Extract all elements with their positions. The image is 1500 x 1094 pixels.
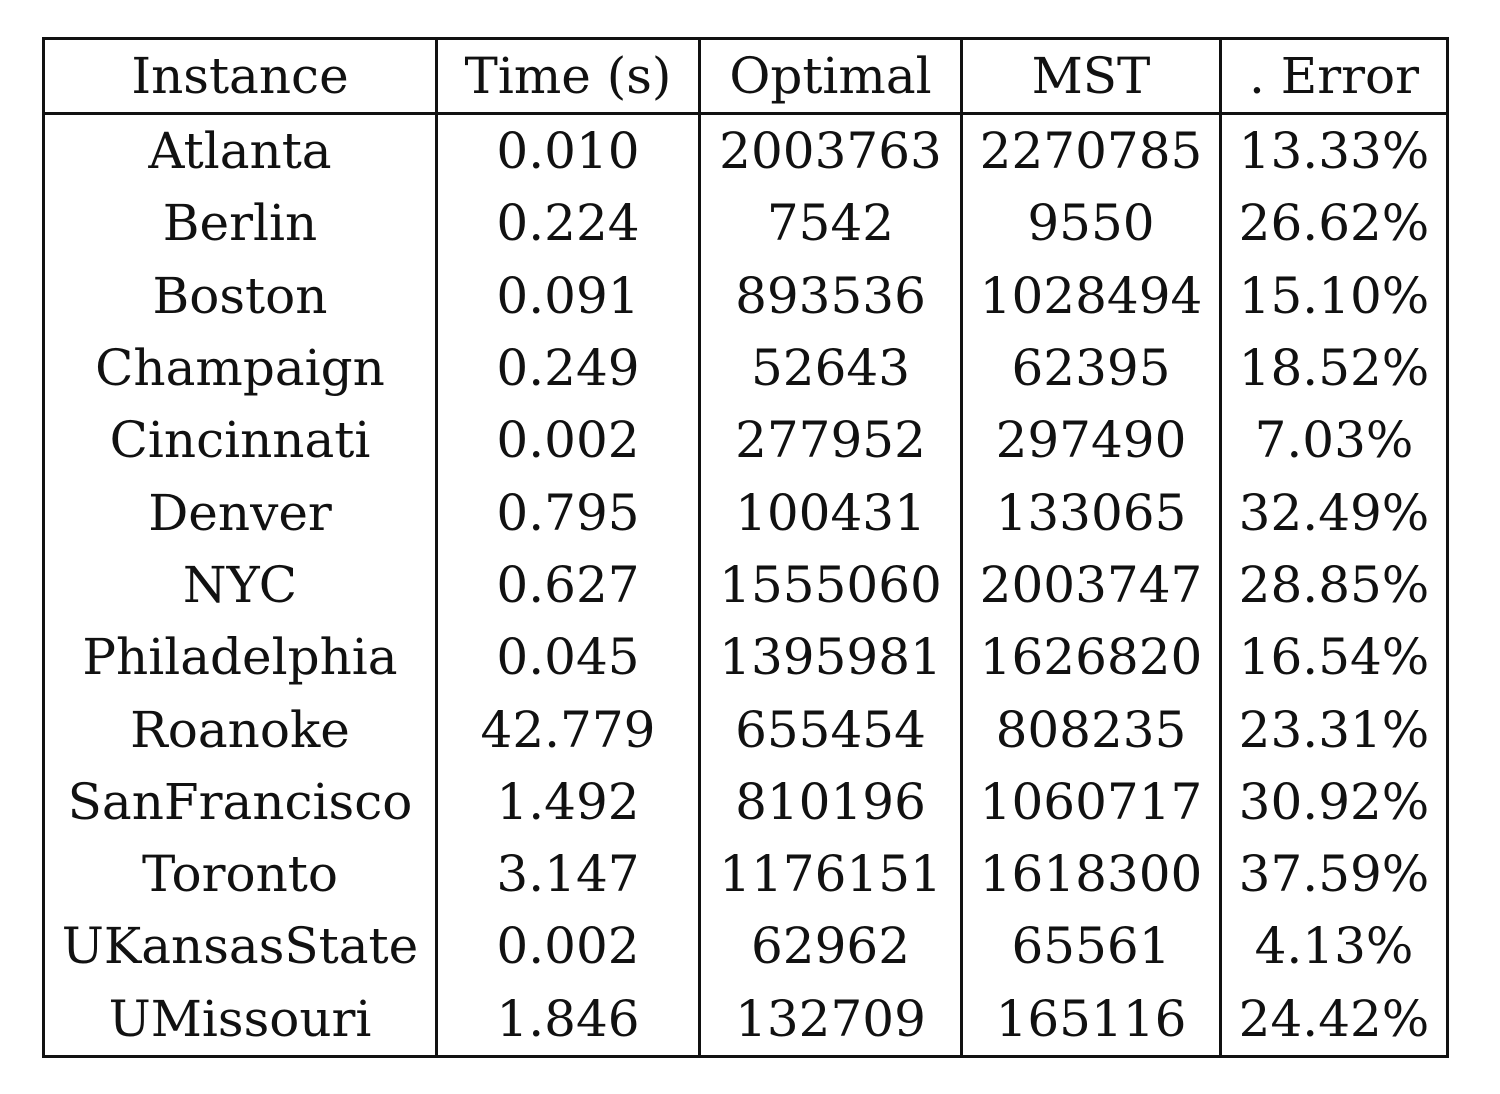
cell-error: 7.03% xyxy=(1219,404,1448,477)
table-header: Instance Time (s) Optimal MST . Error xyxy=(43,38,1448,115)
cell-optimal: 1395981 xyxy=(698,621,962,694)
cell-time: 3.147 xyxy=(435,837,700,911)
cell-error: 30.92% xyxy=(1219,765,1448,838)
cell-mst: 2003747 xyxy=(960,548,1221,622)
table-row: Berlin 0.224 7542 9550 26.62% xyxy=(44,187,1448,260)
cell-mst: 1028494 xyxy=(960,259,1221,332)
cell-instance: Champaign xyxy=(95,339,385,398)
table-row: Boston 0.091 893536 1028494 15.10% xyxy=(44,259,1448,332)
cell-optimal: 52643 xyxy=(698,331,962,405)
cell-mst: 2270785 xyxy=(960,113,1221,188)
cell-time: 0.224 xyxy=(435,187,700,260)
cell-error: 26.62% xyxy=(1219,187,1448,260)
cell-time: 0.045 xyxy=(435,621,700,694)
cell-mst: 165116 xyxy=(960,982,1221,1057)
cell-optimal: 62962 xyxy=(698,910,962,983)
cell-time: 0.091 xyxy=(435,259,700,332)
header-error: . Error xyxy=(1219,38,1448,115)
table-row: Roanoke 42.779 655454 808235 23.31% xyxy=(44,693,1448,766)
cell-instance: Cincinnati xyxy=(109,411,371,470)
cell-error: 23.31% xyxy=(1219,693,1448,766)
cell-error: 13.33% xyxy=(1219,113,1448,188)
cell-instance: SanFrancisco xyxy=(67,772,413,831)
cell-time: 42.779 xyxy=(435,693,700,766)
header-time: Time (s) xyxy=(435,38,700,115)
cell-error: 18.52% xyxy=(1219,331,1448,405)
cell-optimal: 1555060 xyxy=(698,548,962,622)
cell-error: 15.10% xyxy=(1219,259,1448,332)
cell-mst: 65561 xyxy=(960,910,1221,983)
cell-time: 0.249 xyxy=(435,331,700,405)
cell-optimal: 2003763 xyxy=(698,113,962,188)
cell-mst: 297490 xyxy=(960,404,1221,477)
cell-instance: Berlin xyxy=(162,194,318,253)
cell-instance: UMissouri xyxy=(108,989,372,1048)
cell-mst: 1618300 xyxy=(960,837,1221,911)
cell-optimal: 7542 xyxy=(698,187,962,260)
cell-mst: 808235 xyxy=(960,693,1221,766)
cell-instance: UKansasState xyxy=(61,917,419,976)
cell-instance: NYC xyxy=(182,555,298,614)
cell-instance: Toronto xyxy=(142,845,338,904)
cell-mst: 1626820 xyxy=(960,621,1221,694)
cell-optimal: 810196 xyxy=(698,765,962,838)
cell-error: 4.13% xyxy=(1219,910,1448,983)
table-row: Toronto 3.147 1176151 1618300 37.59% xyxy=(44,837,1448,911)
cell-error: 37.59% xyxy=(1219,837,1448,911)
cell-mst: 9550 xyxy=(960,187,1221,260)
cell-instance: Denver xyxy=(148,483,332,542)
table-row: NYC 0.627 1555060 2003747 28.85% xyxy=(44,548,1448,622)
table-row: Cincinnati 0.002 277952 297490 7.03% xyxy=(44,404,1448,477)
cell-error: 32.49% xyxy=(1219,476,1448,549)
cell-time: 0.002 xyxy=(435,910,700,983)
cell-mst: 1060717 xyxy=(960,765,1221,838)
cell-error: 24.42% xyxy=(1219,982,1448,1057)
cell-time: 0.002 xyxy=(435,404,700,477)
cell-optimal: 100431 xyxy=(698,476,962,549)
header-instance: Instance xyxy=(43,38,437,115)
cell-optimal: 1176151 xyxy=(698,837,962,911)
cell-mst: 133065 xyxy=(960,476,1221,549)
cell-time: 0.627 xyxy=(435,548,700,622)
cell-instance: Atlanta xyxy=(148,122,332,181)
header-row: Instance Time (s) Optimal MST . Error xyxy=(43,38,1448,115)
cell-instance: Boston xyxy=(152,266,328,325)
table-row: UKansasState 0.002 62962 65561 4.13% xyxy=(44,910,1448,983)
cell-time: 0.010 xyxy=(435,113,700,188)
cell-optimal: 655454 xyxy=(698,693,962,766)
cell-instance: Philadelphia xyxy=(82,628,398,687)
cell-optimal: 277952 xyxy=(698,404,962,477)
cell-error: 16.54% xyxy=(1219,621,1448,694)
table-row: Denver 0.795 100431 133065 32.49% xyxy=(44,476,1448,549)
header-optimal: Optimal xyxy=(698,38,962,115)
table-row: Atlanta 0.010 2003763 2270785 13.33% xyxy=(44,113,1448,188)
table-row: UMissouri 1.846 132709 165116 24.42% xyxy=(44,982,1448,1057)
cell-instance: Roanoke xyxy=(130,700,350,759)
header-mst: MST xyxy=(960,38,1221,115)
table-row: SanFrancisco 1.492 810196 1060717 30.92% xyxy=(44,765,1448,838)
cell-optimal: 132709 xyxy=(698,982,962,1057)
cell-time: 1.492 xyxy=(435,765,700,838)
table-row: Champaign 0.249 52643 62395 18.52% xyxy=(44,331,1448,405)
cell-optimal: 893536 xyxy=(698,259,962,332)
cell-error: 28.85% xyxy=(1219,548,1448,622)
cell-time: 1.846 xyxy=(435,982,700,1057)
table-row: Philadelphia 0.045 1395981 1626820 16.54% xyxy=(44,621,1448,694)
results-table: Instance Time (s) Optimal MST . Error At… xyxy=(42,37,1449,1058)
table-body: Atlanta 0.010 2003763 2270785 13.33% Berlin 0.… xyxy=(44,113,1448,1057)
cell-mst: 62395 xyxy=(960,331,1221,405)
cell-time: 0.795 xyxy=(435,476,700,549)
